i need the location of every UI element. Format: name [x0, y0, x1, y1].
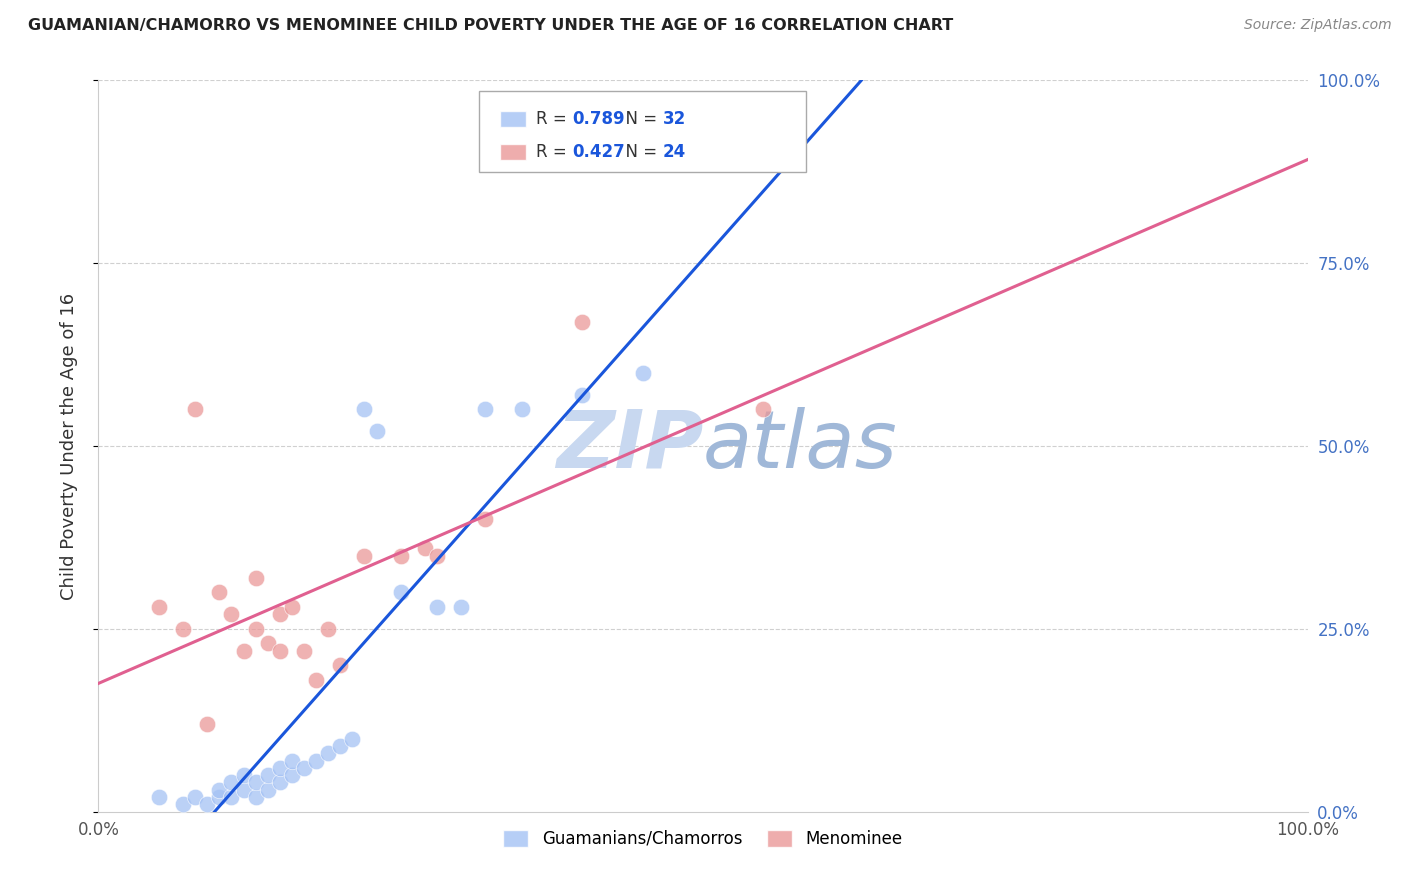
Point [221, 790, 243, 805]
Point [256, 782, 278, 797]
Point [426, 599, 449, 614]
FancyBboxPatch shape [501, 111, 526, 127]
Point [195, 717, 218, 731]
Point [389, 585, 412, 599]
Point [195, 797, 218, 812]
Point [292, 761, 315, 775]
Point [184, 402, 207, 417]
Point [232, 782, 254, 797]
Text: R =: R = [536, 110, 572, 128]
Point [256, 768, 278, 782]
Point [413, 541, 436, 556]
Text: N =: N = [614, 110, 662, 128]
Point [281, 754, 304, 768]
Point [269, 607, 291, 622]
Text: 0.789: 0.789 [572, 110, 626, 128]
Point [232, 768, 254, 782]
Text: GUAMANIAN/CHAMORRO VS MENOMINEE CHILD POVERTY UNDER THE AGE OF 16 CORRELATION CH: GUAMANIAN/CHAMORRO VS MENOMINEE CHILD PO… [28, 18, 953, 33]
Text: atlas: atlas [703, 407, 898, 485]
Point [353, 549, 375, 563]
Point [269, 644, 291, 658]
Point [752, 402, 775, 417]
FancyBboxPatch shape [479, 91, 806, 171]
Text: 32: 32 [664, 110, 686, 128]
Point [450, 599, 472, 614]
Point [329, 658, 352, 673]
Legend: Guamanians/Chamorros, Menominee: Guamanians/Chamorros, Menominee [496, 823, 910, 855]
Point [221, 607, 243, 622]
Point [245, 790, 267, 805]
Point [510, 402, 533, 417]
Text: 0.427: 0.427 [572, 143, 626, 161]
Point [631, 366, 654, 380]
Point [305, 673, 328, 687]
Text: 24: 24 [664, 143, 686, 161]
Point [281, 599, 304, 614]
Point [245, 622, 267, 636]
Point [269, 775, 291, 789]
Point [571, 388, 593, 402]
Text: R =: R = [536, 143, 572, 161]
Point [342, 731, 364, 746]
Point [474, 512, 496, 526]
Point [316, 746, 339, 760]
Text: N =: N = [614, 143, 662, 161]
Point [184, 790, 207, 805]
Point [148, 599, 170, 614]
Point [221, 775, 243, 789]
FancyBboxPatch shape [501, 144, 526, 160]
Point [148, 790, 170, 805]
Point [571, 315, 593, 329]
Point [426, 549, 449, 563]
Point [232, 644, 254, 658]
Point [389, 549, 412, 563]
Point [316, 622, 339, 636]
Point [474, 402, 496, 417]
Point [208, 782, 231, 797]
Point [245, 571, 267, 585]
Point [269, 761, 291, 775]
Text: Source: ZipAtlas.com: Source: ZipAtlas.com [1244, 18, 1392, 32]
Point [366, 425, 388, 439]
Point [256, 636, 278, 650]
Point [172, 622, 194, 636]
Y-axis label: Child Poverty Under the Age of 16: Child Poverty Under the Age of 16 [59, 293, 77, 599]
Point [353, 402, 375, 417]
Point [172, 797, 194, 812]
Point [281, 768, 304, 782]
Point [292, 644, 315, 658]
Point [245, 775, 267, 789]
Point [208, 790, 231, 805]
Point [208, 585, 231, 599]
Point [305, 754, 328, 768]
Text: ZIP: ZIP [555, 407, 703, 485]
Point [329, 739, 352, 753]
